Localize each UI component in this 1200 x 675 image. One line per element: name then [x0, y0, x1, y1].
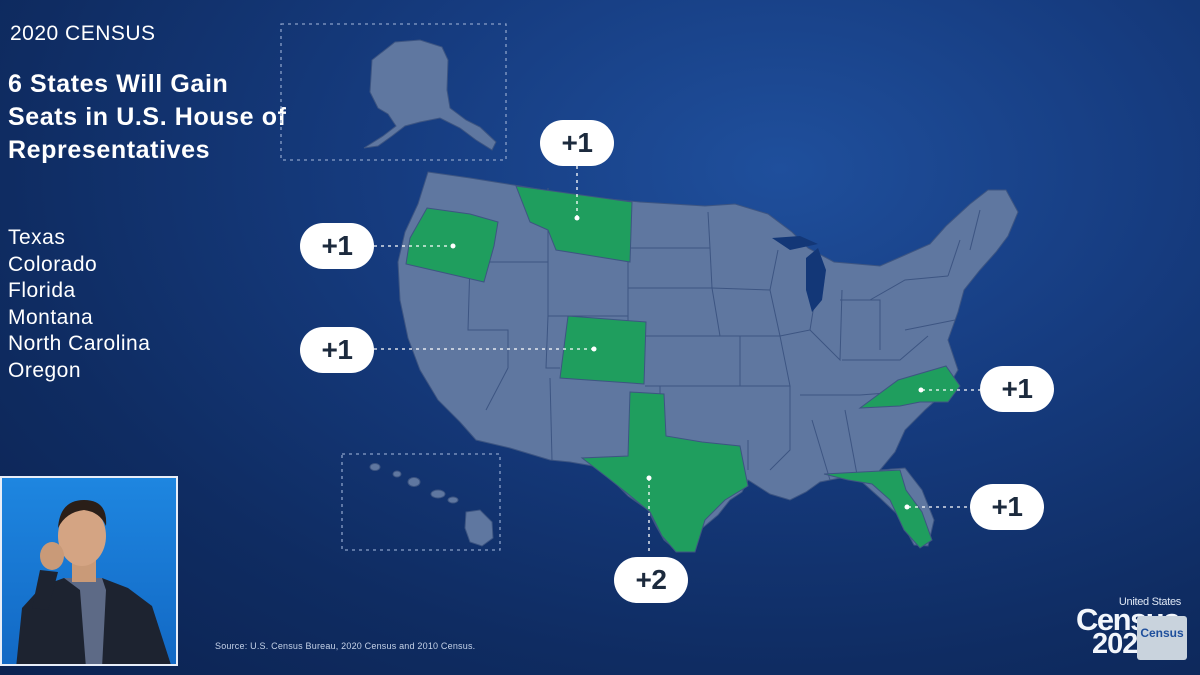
- colorado-badge: +1: [300, 327, 374, 373]
- logo-united-states: United States: [1118, 596, 1181, 608]
- page-title: 6 States Will Gain Seats in U.S. House o…: [8, 70, 287, 164]
- florida-shape: [823, 469, 933, 549]
- leader-dots: [450, 215, 924, 510]
- montana-badge: +1: [540, 120, 614, 166]
- sign-language-interpreter-video: [0, 476, 178, 666]
- hawaii-shape: [369, 463, 494, 547]
- kicker-label: 2020 CENSUS: [10, 22, 156, 45]
- florida-badge: +1: [970, 484, 1044, 530]
- montana-shape: [515, 185, 633, 263]
- hawaii-inset-frame: [341, 453, 501, 551]
- gaining-states-list: Texas Colorado Florida Montana North Car…: [8, 225, 150, 384]
- north-carolina-badge: +1: [980, 366, 1054, 412]
- leader-lines: [374, 166, 980, 555]
- list-item: Montana: [8, 305, 94, 329]
- interpreter-figure: [2, 478, 176, 664]
- list-item: Florida: [8, 279, 76, 302]
- texas-badge: +2: [614, 557, 688, 603]
- texas-shape: [580, 391, 749, 553]
- list-item: North Carolina: [8, 332, 151, 355]
- census-2020-logo: United States Census 2020 Census: [1068, 594, 1193, 666]
- alaska-shape: [363, 39, 497, 151]
- list-item: Texas: [8, 226, 66, 249]
- colorado-shape: [559, 315, 647, 385]
- source-note: Source: U.S. Census Bureau, 2020 Census …: [215, 641, 476, 651]
- alaska-inset-frame: [280, 23, 507, 161]
- list-item: Oregon: [8, 358, 82, 382]
- oregon-badge: +1: [300, 223, 374, 269]
- lake-superior: [772, 236, 818, 250]
- logo-mini-badge: Census: [1137, 616, 1187, 660]
- list-item: Colorado: [8, 252, 98, 276]
- north-carolina-shape: [858, 365, 961, 409]
- lake-michigan: [806, 248, 826, 312]
